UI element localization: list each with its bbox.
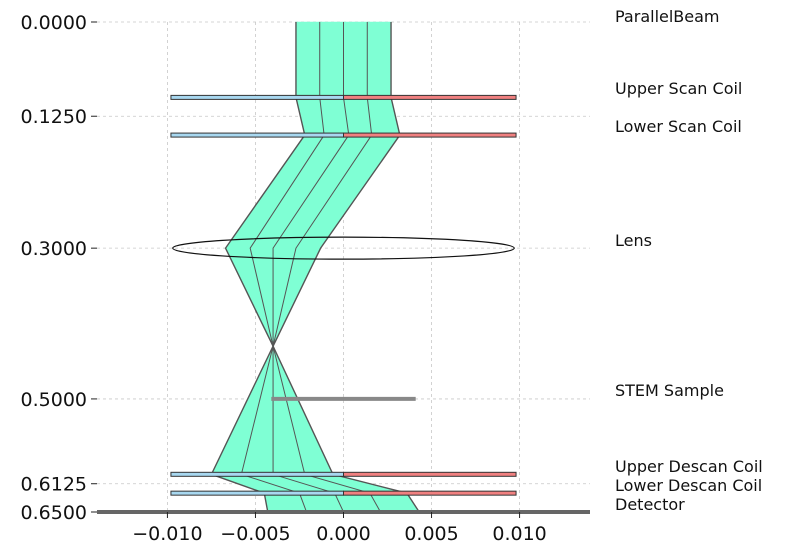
lower-descan-coil-coil-right [343, 490, 517, 496]
y-tick-label: 0.6500 [21, 502, 87, 524]
ray-line [272, 22, 381, 513]
ray-line [210, 22, 306, 513]
component-label-stem-sample: STEM Sample [615, 381, 724, 400]
component-label-detector: Detector [615, 495, 685, 514]
component-labels: ParallelBeam Upper Scan Coil Lower Scan Co… [615, 7, 763, 514]
x-tick-label: −0.005 [220, 523, 290, 545]
y-tick-label: 0.0000 [21, 12, 87, 34]
upper-descan-coil-coil-right [343, 471, 517, 477]
beam-segment [343, 21, 368, 98]
x-tick-label: 0.005 [404, 523, 458, 545]
ray-line [272, 22, 350, 513]
ray-line [240, 22, 325, 513]
lower-scan-coil-coil-right [343, 132, 517, 138]
x-tick-label: 0.010 [492, 523, 546, 545]
component-label-lower-descan-coil: Lower Descan Coil [615, 476, 762, 495]
component-label-upper-descan-coil: Upper Descan Coil [615, 457, 763, 476]
beam-segment [319, 21, 344, 98]
lower-descan-coil-coil-left [170, 490, 344, 496]
beam-segment [366, 21, 392, 98]
component-label-upper-scan-coil: Upper Scan Coil [615, 79, 742, 98]
upper-scan-coil-coil-right [343, 94, 517, 100]
y-tick-label: 0.5000 [21, 389, 87, 411]
x-tick-label: 0.000 [316, 523, 370, 545]
beam-segment [295, 21, 321, 98]
x-tick-label: −0.010 [132, 523, 202, 545]
y-tick-label: 0.1250 [21, 106, 87, 128]
component-label-lower-scan-coil: Lower Scan Coil [615, 117, 742, 136]
component-label-lens: Lens [615, 231, 652, 250]
x-axis-ticks: −0.010 −0.005 0.000 0.005 0.010 [132, 512, 547, 545]
y-tick-label: 0.6125 [21, 474, 87, 496]
ray-line [272, 22, 420, 513]
lens-ellipse [172, 236, 515, 260]
beam [210, 21, 420, 513]
y-tick-label: 0.3000 [21, 238, 87, 260]
lower-scan-coil-coil-left [170, 132, 344, 138]
upper-scan-coil-coil-left [170, 94, 344, 100]
upper-descan-coil-coil-left [170, 471, 344, 477]
y-axis-ticks: 0.0000 0.1250 0.3000 0.5000 0.6125 0.6500 [21, 12, 97, 524]
component-label-parallelbeam: ParallelBeam [615, 7, 720, 26]
